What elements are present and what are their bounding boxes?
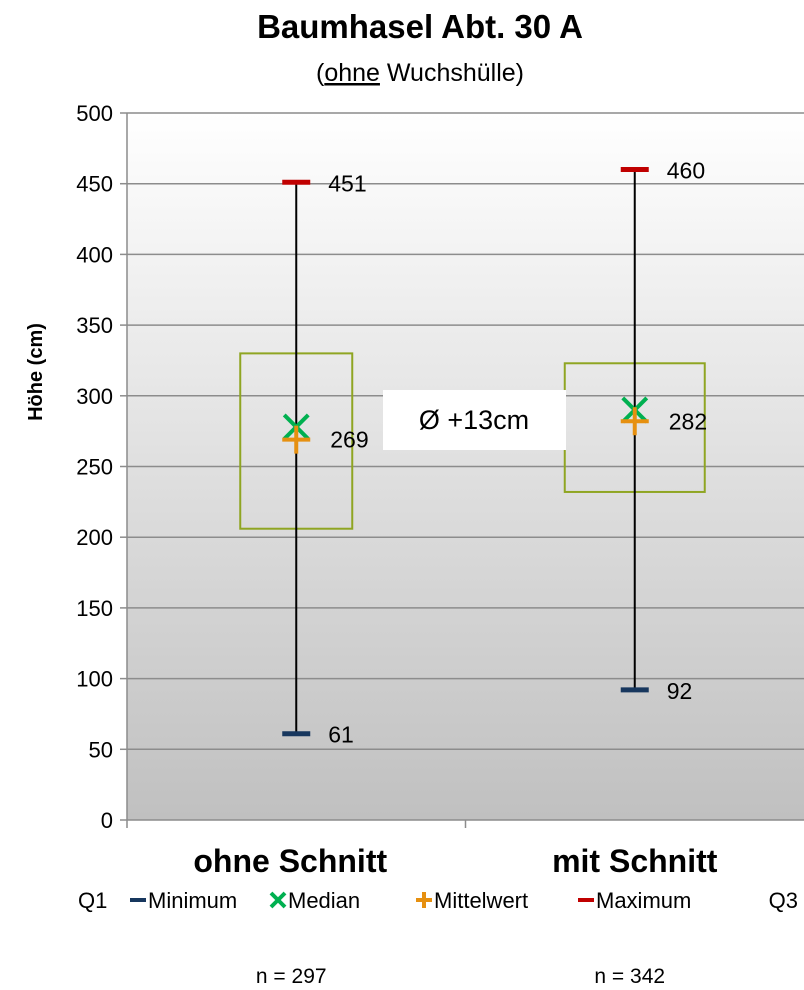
y-tick-label: 500 (76, 101, 113, 126)
y-tick-label: 100 (76, 667, 113, 692)
data-label-maximum: 451 (328, 170, 366, 196)
legend-item-median: Median (269, 888, 360, 913)
legend-item-mittelwert: Mittelwert (416, 888, 528, 913)
category-label: ohne Schnitt (193, 843, 387, 879)
subtitle-rest: Wuchshülle) (380, 59, 524, 87)
legend-label: Median (288, 888, 360, 913)
y-tick-label: 150 (76, 596, 113, 621)
category-labels: ohne Schnitt mit Schnitt (193, 843, 717, 879)
mean-marker (282, 425, 311, 454)
legend-item-minimum: Minimum (130, 888, 237, 913)
y-tick-label: 0 (101, 808, 113, 833)
chart-subtitle: (ohne Wuchshülle) (316, 59, 524, 87)
box-group-1: 451 61 269 (239, 170, 369, 748)
legend-label: Maximum (596, 888, 691, 913)
mean-marker (620, 407, 649, 436)
y-tick-label: 400 (76, 242, 113, 267)
n-label: n = 342 (594, 965, 665, 988)
subtitle-prefix: ( (316, 59, 325, 87)
legend-x-icon (269, 891, 287, 909)
annotation-text: Ø +13cm (419, 405, 529, 435)
subtitle-underlined: ohne (324, 59, 380, 87)
n-labels: n = 297 n = 342 (256, 965, 665, 988)
annotation-box (383, 390, 566, 450)
y-tick-label: 200 (76, 525, 113, 550)
chart-title: Baumhasel Abt. 30 A (257, 8, 583, 45)
y-tick-label: 250 (76, 455, 113, 480)
data-label-minimum: 92 (667, 678, 693, 704)
data-label-maximum: 460 (667, 158, 705, 184)
y-tick-label: 300 (76, 384, 113, 409)
legend-right-label: Q3 (769, 888, 798, 913)
y-axis-label: Höhe (cm) (25, 323, 47, 421)
legend-item-maximum: Maximum (578, 888, 691, 913)
legend-label: Minimum (148, 888, 237, 913)
legend-left-label: Q1 (78, 888, 107, 913)
y-tick-label: 350 (76, 313, 113, 338)
category-label: mit Schnitt (552, 843, 718, 879)
data-label-mean: 269 (330, 427, 368, 453)
legend: Q1 Q3 Minimum Median Mittelwert Maximum (78, 888, 798, 913)
y-tick-label: 50 (89, 737, 113, 762)
y-tick-label: 450 (76, 172, 113, 197)
data-label-minimum: 61 (328, 722, 354, 748)
axes (120, 112, 804, 828)
data-label-mean: 282 (669, 408, 707, 434)
n-label: n = 297 (256, 965, 327, 988)
grid-lines (127, 112, 804, 751)
y-tick-labels: 0 50 100 150 200 250 300 350 400 450 500 (76, 101, 113, 833)
legend-label: Mittelwert (434, 888, 528, 913)
